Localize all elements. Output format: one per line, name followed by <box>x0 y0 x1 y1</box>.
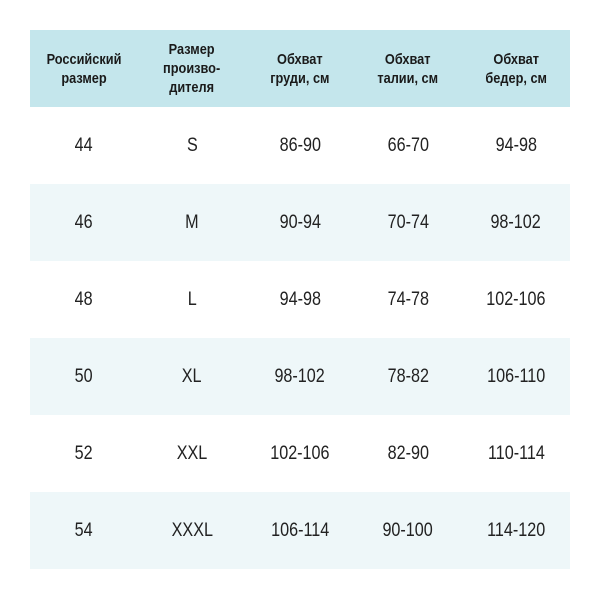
cell-value: 90-94 <box>279 211 321 233</box>
cell-value: 78-82 <box>387 365 429 387</box>
cell-value: 106-110 <box>486 365 546 387</box>
header-cell: Обхват талии, см <box>354 30 462 107</box>
header-label: Обхват талии, см <box>377 50 439 87</box>
cell-value: 48 <box>75 288 93 310</box>
table-cell: 106-110 <box>462 338 570 415</box>
table-cell: 46 <box>30 184 138 261</box>
table-cell: 44 <box>30 107 138 184</box>
cell-value: 94-98 <box>279 288 321 310</box>
header-label: Размер произво- дителя <box>163 41 221 96</box>
cell-value: S <box>186 134 198 156</box>
cell-value: XXL <box>176 442 208 464</box>
cell-value: M <box>185 211 199 233</box>
table-row: 46 M 90-94 70-74 98-102 <box>30 184 570 261</box>
cell-value: 98-102 <box>274 365 326 387</box>
table-cell: 66-70 <box>354 107 462 184</box>
table-cell: 106-114 <box>246 492 354 569</box>
table-row: 52 XXL 102-106 82-90 110-114 <box>30 415 570 492</box>
cell-value: 66-70 <box>387 134 429 156</box>
table-cell: S <box>138 107 246 184</box>
cell-value: 102-106 <box>486 288 546 310</box>
cell-value: 94-98 <box>495 134 537 156</box>
table-cell: 82-90 <box>354 415 462 492</box>
table-cell: M <box>138 184 246 261</box>
cell-value: 74-78 <box>387 288 429 310</box>
table-cell: 70-74 <box>354 184 462 261</box>
cell-value: 110-114 <box>487 442 545 464</box>
cell-value: 52 <box>75 442 93 464</box>
table-cell: 94-98 <box>246 261 354 338</box>
table-cell: 52 <box>30 415 138 492</box>
header-label: Российский размер <box>46 50 122 87</box>
table-row: 54 XXXL 106-114 90-100 114-120 <box>30 492 570 569</box>
size-chart-table: Российский размер Размер произво- дителя О… <box>30 30 570 569</box>
table-row: 48 L 94-98 74-78 102-106 <box>30 261 570 338</box>
cell-value: XXXL <box>171 519 213 541</box>
table-cell: 98-102 <box>246 338 354 415</box>
cell-value: 114-120 <box>486 519 546 541</box>
table-cell: 90-100 <box>354 492 462 569</box>
header-cell: Размер произво- дителя <box>138 30 246 107</box>
table-row: 50 XL 98-102 78-82 106-110 <box>30 338 570 415</box>
cell-value: 90-100 <box>382 519 434 541</box>
table-cell: L <box>138 261 246 338</box>
table-cell: 90-94 <box>246 184 354 261</box>
table-cell: 110-114 <box>462 415 570 492</box>
header-label: Обхват груди, см <box>270 50 330 87</box>
table-cell: 102-106 <box>246 415 354 492</box>
header-cell: Обхват бедер, см <box>462 30 570 107</box>
table-cell: 54 <box>30 492 138 569</box>
table-cell: XXXL <box>138 492 246 569</box>
cell-value: XL <box>182 365 202 387</box>
table-cell: 78-82 <box>354 338 462 415</box>
table-cell: 102-106 <box>462 261 570 338</box>
table-cell: 98-102 <box>462 184 570 261</box>
cell-value: 44 <box>75 134 93 156</box>
header-cell: Обхват груди, см <box>246 30 354 107</box>
table-cell: 86-90 <box>246 107 354 184</box>
cell-value: L <box>187 288 197 310</box>
cell-value: 106-114 <box>270 519 330 541</box>
table-cell: 50 <box>30 338 138 415</box>
cell-value: 50 <box>75 365 93 387</box>
cell-value: 86-90 <box>279 134 321 156</box>
header-cell: Российский размер <box>30 30 138 107</box>
cell-value: 82-90 <box>387 442 429 464</box>
table-header-row: Российский размер Размер произво- дителя О… <box>30 30 570 107</box>
table-cell: 114-120 <box>462 492 570 569</box>
table-cell: 74-78 <box>354 261 462 338</box>
cell-value: 98-102 <box>490 211 542 233</box>
cell-value: 70-74 <box>387 211 429 233</box>
table-cell: 48 <box>30 261 138 338</box>
table-cell: 94-98 <box>462 107 570 184</box>
table-cell: XL <box>138 338 246 415</box>
table-row: 44 S 86-90 66-70 94-98 <box>30 107 570 184</box>
cell-value: 46 <box>75 211 93 233</box>
cell-value: 102-106 <box>270 442 330 464</box>
table-cell: XXL <box>138 415 246 492</box>
header-label: Обхват бедер, см <box>485 50 547 87</box>
cell-value: 54 <box>75 519 93 541</box>
